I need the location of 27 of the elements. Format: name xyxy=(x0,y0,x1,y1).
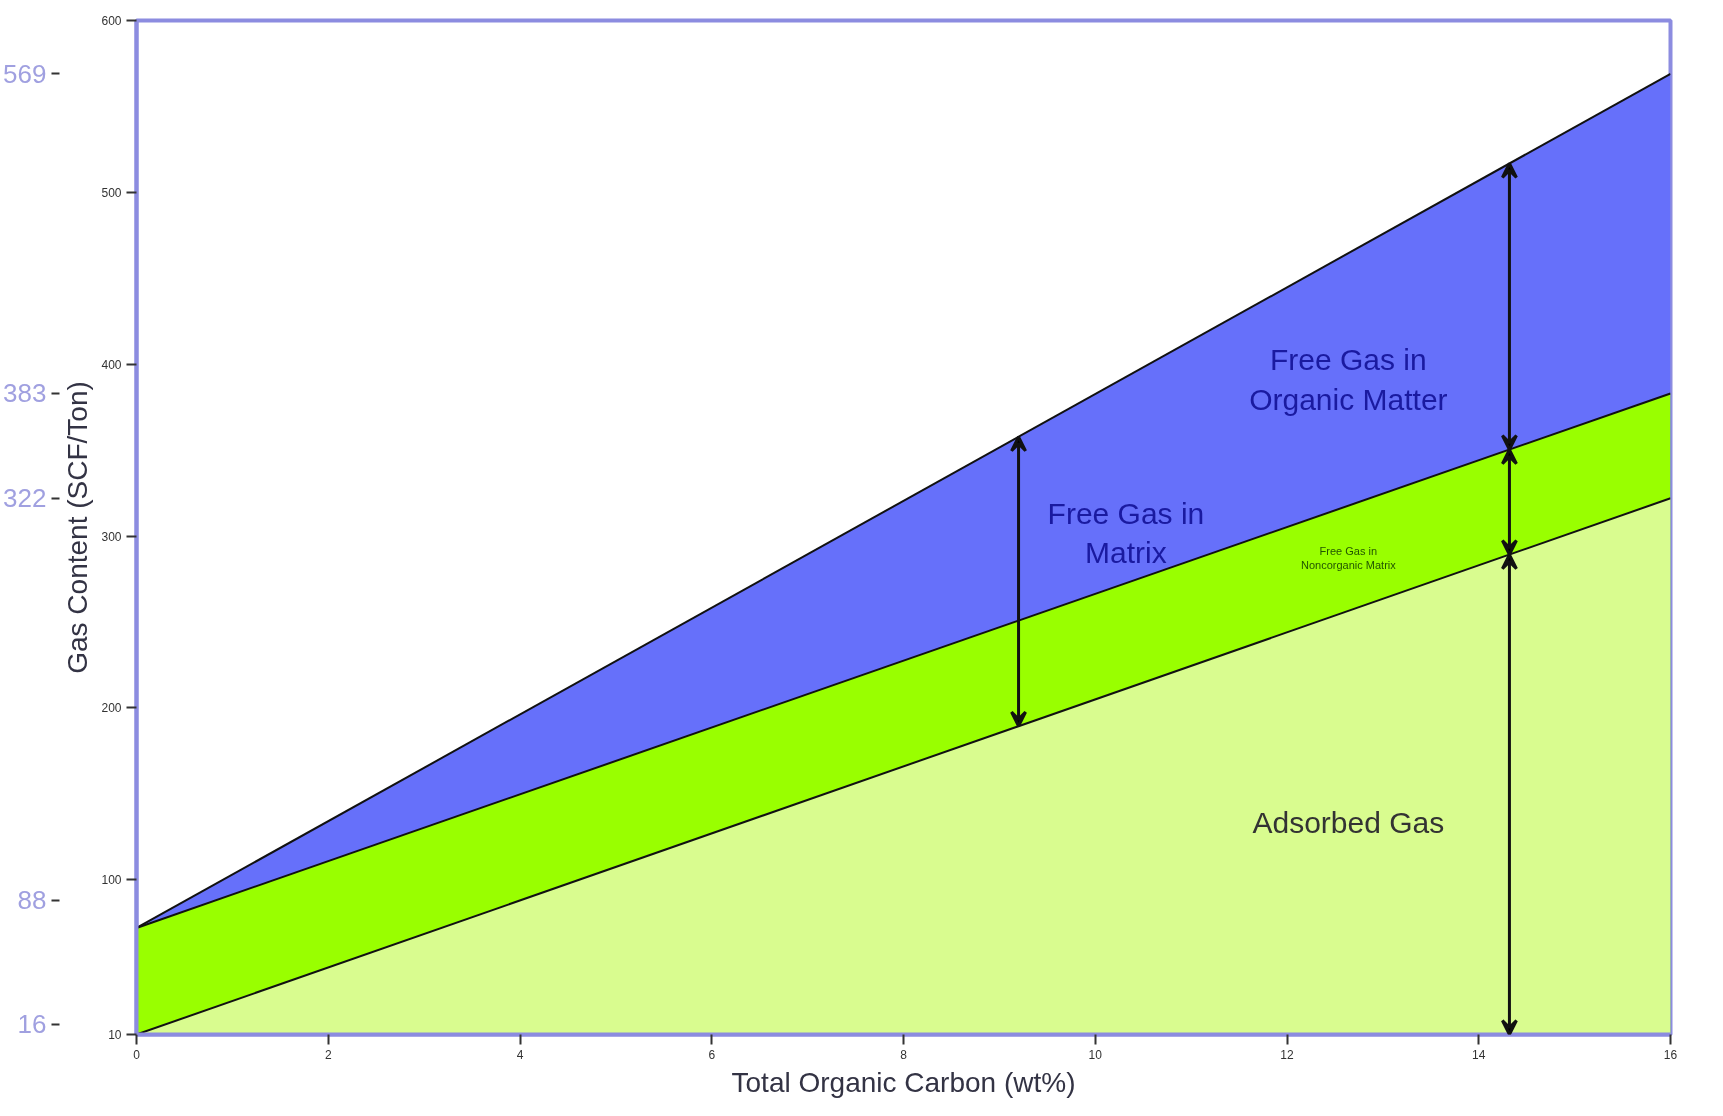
x-tick-label: 0 xyxy=(133,1047,141,1062)
y-tick-label: 300 xyxy=(101,529,122,544)
y-tick-label: 500 xyxy=(101,185,122,200)
y-tick-label: 200 xyxy=(101,701,122,716)
x-tick-label: 2 xyxy=(324,1047,332,1062)
y-axis-title: Gas Content (SCF/Ton) xyxy=(62,381,94,674)
series-label: Free Gas in Organic Matter xyxy=(1249,343,1448,416)
y2-tick-label: 569 xyxy=(3,58,47,89)
y-tick-label: 100 xyxy=(101,873,122,888)
x-tick-label: 6 xyxy=(708,1047,716,1062)
y-tick-label: 600 xyxy=(101,14,122,28)
y-tick-label: 400 xyxy=(101,357,122,372)
x-tick-label: 10 xyxy=(1088,1047,1103,1062)
y2-tick-label: 16 xyxy=(17,1009,47,1040)
x-tick-label: 12 xyxy=(1280,1047,1294,1062)
y2-tick-label: 322 xyxy=(3,483,47,514)
series-label: Adsorbed Gas xyxy=(1252,806,1445,840)
x-tick-label: 14 xyxy=(1472,1047,1486,1062)
y2-tick-label: 88 xyxy=(17,885,47,916)
series-label: Free Gas in Noncorganic Matrix xyxy=(1300,545,1397,572)
x-tick-label: 4 xyxy=(516,1047,524,1062)
x-tick-label: 16 xyxy=(1663,1047,1678,1062)
y2-tick-label: 383 xyxy=(3,378,47,409)
annotation: Free Gas in Matrix xyxy=(1047,496,1205,570)
y-tick-label: 10 xyxy=(108,1028,122,1042)
x-axis-title: Total Organic Carbon (wt%) xyxy=(731,1066,1076,1098)
x-tick-label: 8 xyxy=(900,1047,908,1062)
